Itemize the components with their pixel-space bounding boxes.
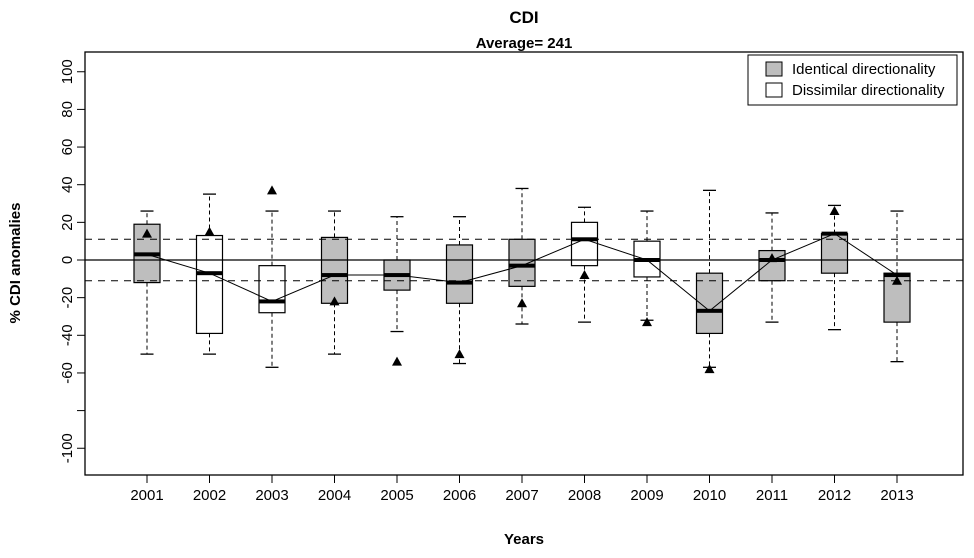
x-tick-label: 2009 bbox=[630, 487, 663, 504]
y-tick-label: -60 bbox=[59, 362, 76, 384]
legend: Identical directionality Dissimilar dire… bbox=[747, 54, 958, 106]
point-marker-2011 bbox=[767, 253, 777, 263]
legend-label-dissimilar: Dissimilar directionality bbox=[792, 82, 945, 99]
x-tick-label: 2011 bbox=[756, 487, 788, 504]
legend-label-identical: Identical directionality bbox=[792, 61, 936, 78]
y-tick-label: -40 bbox=[59, 324, 76, 346]
x-tick-label: 2013 bbox=[880, 487, 913, 504]
y-tick-label: 20 bbox=[59, 214, 76, 231]
box-2006 bbox=[445, 244, 474, 304]
y-tick-label: -20 bbox=[59, 287, 76, 309]
x-tick-label: 2012 bbox=[818, 487, 851, 504]
point-marker-2005 bbox=[392, 356, 402, 366]
legend-swatch-identical bbox=[765, 61, 783, 77]
chart-layer: 100 80 60 40 20 0 -20 -40 -60 -100 2001 2002 2003 200… bbox=[59, 51, 964, 504]
point-marker-2002 bbox=[204, 226, 215, 236]
y-tick-label: 60 bbox=[59, 139, 76, 156]
plot-border bbox=[84, 51, 964, 476]
point-marker-2004 bbox=[329, 296, 340, 306]
x-tick-label: 2001 bbox=[130, 487, 163, 504]
box-2012 bbox=[820, 233, 849, 274]
x-tick-label: 2007 bbox=[505, 487, 538, 504]
x-tick-label: 2005 bbox=[380, 487, 413, 504]
point-marker-2006 bbox=[454, 349, 465, 359]
point-marker-2010 bbox=[704, 364, 715, 374]
point-marker-2001 bbox=[142, 228, 152, 238]
legend-frame bbox=[747, 54, 958, 106]
chart-title: CDI bbox=[509, 8, 538, 27]
point-marker-2008 bbox=[579, 270, 590, 280]
y-tick-label: 100 bbox=[59, 59, 76, 84]
median-2001 bbox=[134, 252, 160, 257]
x-tick-label: 2003 bbox=[255, 487, 288, 504]
chart-subtitle: Average= 241 bbox=[476, 35, 573, 52]
x-tick-label: 2006 bbox=[443, 487, 476, 504]
y-tick-label: -100 bbox=[59, 433, 76, 463]
legend-swatch-dissimilar bbox=[765, 82, 783, 98]
y-tick-label: 80 bbox=[59, 101, 76, 118]
box-2003 bbox=[258, 265, 286, 314]
x-axis-title: Years bbox=[504, 531, 544, 548]
point-marker-2003 bbox=[267, 185, 277, 195]
box-2002 bbox=[195, 234, 224, 335]
box-2007 bbox=[508, 238, 536, 287]
point-marker-2007 bbox=[517, 298, 527, 308]
x-tick-label: 2008 bbox=[568, 487, 601, 504]
point-marker-2013 bbox=[892, 275, 902, 285]
x-tick-label: 2004 bbox=[318, 487, 351, 504]
y-tick-label: 0 bbox=[59, 256, 76, 264]
y-axis-title: % CDI anomalies bbox=[7, 203, 24, 324]
y-tick-label: 40 bbox=[59, 176, 76, 193]
point-marker-2009 bbox=[642, 317, 652, 327]
point-marker-2012 bbox=[829, 206, 840, 216]
box-2008 bbox=[570, 221, 599, 267]
x-tick-label: 2010 bbox=[693, 487, 726, 504]
x-tick-label: 2002 bbox=[193, 487, 226, 504]
box-2004 bbox=[320, 236, 349, 304]
